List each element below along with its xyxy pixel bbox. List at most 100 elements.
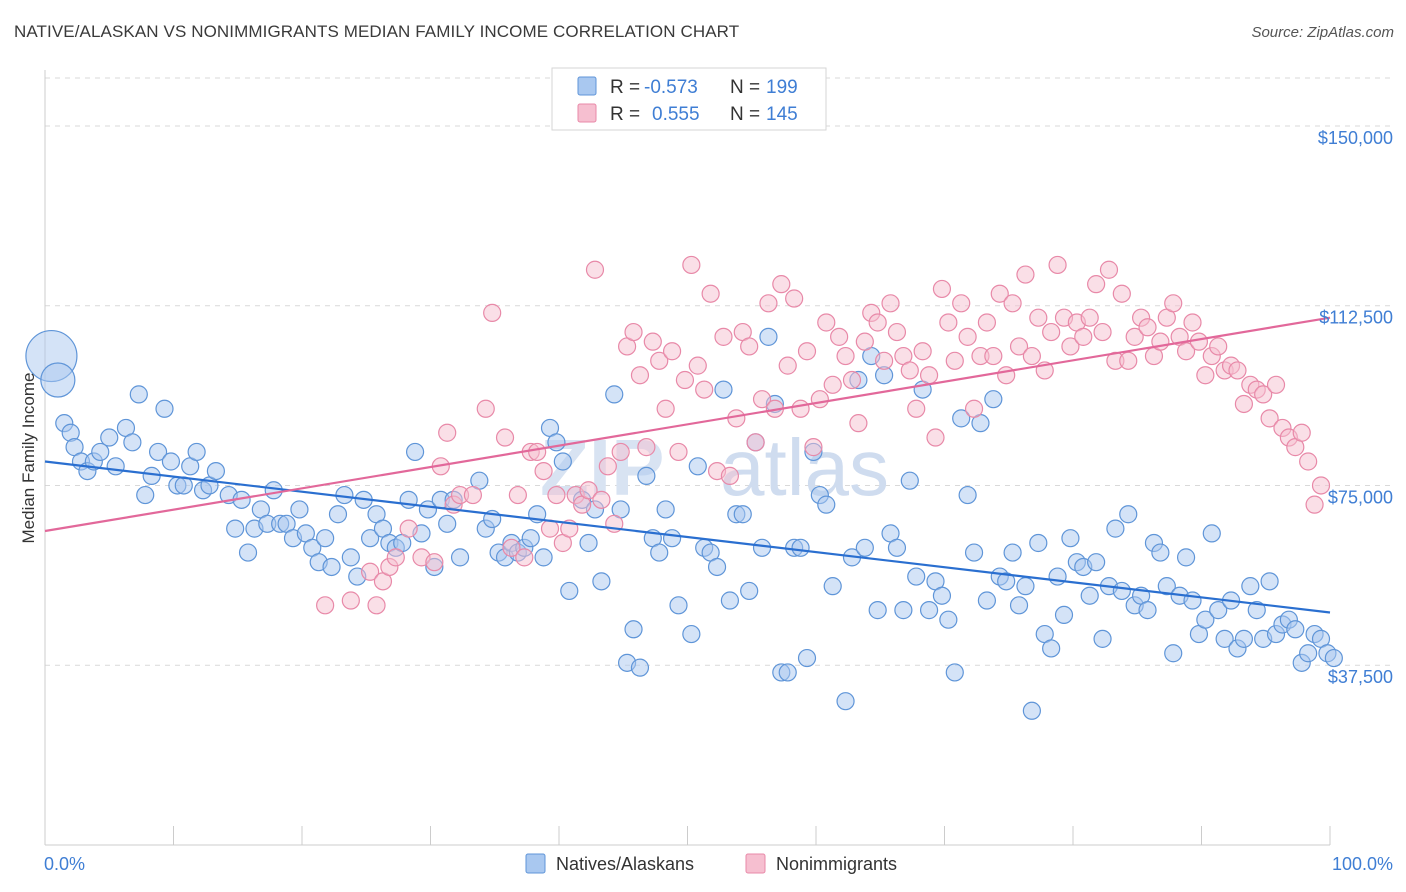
x-ticks (44, 826, 1331, 845)
data-point (945, 663, 964, 682)
data-point (161, 452, 181, 471)
data-point (977, 313, 997, 332)
data-point (785, 289, 804, 308)
data-point (817, 495, 836, 514)
data-point (547, 433, 566, 452)
data-point (836, 346, 855, 366)
data-point (1324, 648, 1343, 668)
data-point (1260, 572, 1279, 591)
data-point (187, 442, 206, 462)
legend-swatch-pink (577, 103, 597, 123)
data-point (450, 548, 470, 567)
data-point (1061, 529, 1080, 548)
data-point (1266, 375, 1286, 394)
data-point (849, 414, 868, 433)
data-point (1292, 423, 1311, 442)
data-point (1215, 629, 1234, 648)
data-point (1087, 553, 1106, 572)
data-point (598, 457, 617, 476)
data-point (855, 332, 874, 351)
data-point (720, 466, 740, 485)
data-point (142, 466, 161, 485)
data-point (656, 500, 675, 519)
data-point (675, 370, 695, 390)
data-point (508, 485, 527, 505)
watermark-atlas: atlas (720, 423, 889, 512)
data-point (425, 553, 444, 572)
legend-n-label-2: N = (730, 104, 760, 125)
series-nonimmigrants (316, 255, 1331, 615)
data-point (926, 428, 945, 447)
x-tick-label-min: 0.0% (44, 854, 85, 874)
data-point (483, 303, 502, 322)
data-point (939, 610, 958, 629)
y-tick-label: $75,000 (1328, 487, 1393, 507)
data-point (361, 562, 380, 581)
data-point (630, 366, 650, 385)
data-point (1157, 577, 1176, 596)
data-point (707, 557, 727, 577)
data-point (611, 442, 630, 462)
data-point (1029, 308, 1048, 327)
data-point (438, 514, 457, 533)
data-point (1311, 476, 1331, 495)
data-point (727, 409, 746, 428)
data-point (682, 624, 701, 644)
legend-swatch-blue (577, 76, 597, 96)
y-tick-label: $112,500 (1319, 308, 1393, 328)
data-point (964, 543, 984, 562)
data-point (1183, 313, 1202, 332)
data-point (1022, 701, 1041, 720)
data-point (316, 529, 335, 548)
data-point (1042, 639, 1061, 658)
data-point (900, 471, 919, 490)
data-point (797, 648, 817, 668)
data-point (997, 366, 1016, 385)
data-point (919, 601, 939, 620)
data-point (386, 548, 405, 567)
data-point (952, 294, 971, 313)
data-point (752, 390, 772, 409)
data-point (1138, 601, 1157, 620)
data-point (605, 385, 624, 404)
data-point (553, 452, 572, 471)
data-point (932, 279, 952, 299)
source-label: Source: ZipAtlas.com (1251, 24, 1394, 41)
data-point (528, 442, 547, 462)
data-point (964, 399, 984, 418)
data-point (560, 581, 579, 601)
data-point (907, 567, 926, 586)
data-point (945, 351, 964, 370)
data-point (123, 433, 142, 452)
data-point (1202, 524, 1221, 543)
data-point (1176, 548, 1196, 567)
data-point (592, 490, 611, 509)
data-point (1003, 543, 1022, 562)
data-point (701, 284, 720, 303)
data-point (521, 529, 540, 548)
data-point (91, 442, 110, 462)
data-point (226, 519, 245, 538)
data-point (855, 538, 874, 557)
data-point (1164, 644, 1183, 663)
bottom-legend-label-blue: Natives/Alaskans (556, 854, 694, 874)
data-point (662, 342, 682, 361)
data-point (630, 658, 650, 677)
data-point (804, 438, 823, 457)
data-point (1254, 385, 1273, 404)
data-point (405, 442, 425, 462)
data-point (1196, 610, 1215, 629)
data-point (791, 399, 810, 418)
data-point (341, 591, 360, 610)
data-point (669, 596, 688, 615)
data-point (778, 663, 797, 682)
trend-lines (44, 316, 1331, 614)
data-point (868, 313, 887, 332)
data-point (534, 461, 553, 481)
data-point (1196, 366, 1215, 385)
data-point (1176, 342, 1196, 361)
data-point (1099, 260, 1119, 279)
data-point (367, 596, 386, 615)
data-point (1241, 577, 1260, 596)
data-point (650, 543, 669, 562)
